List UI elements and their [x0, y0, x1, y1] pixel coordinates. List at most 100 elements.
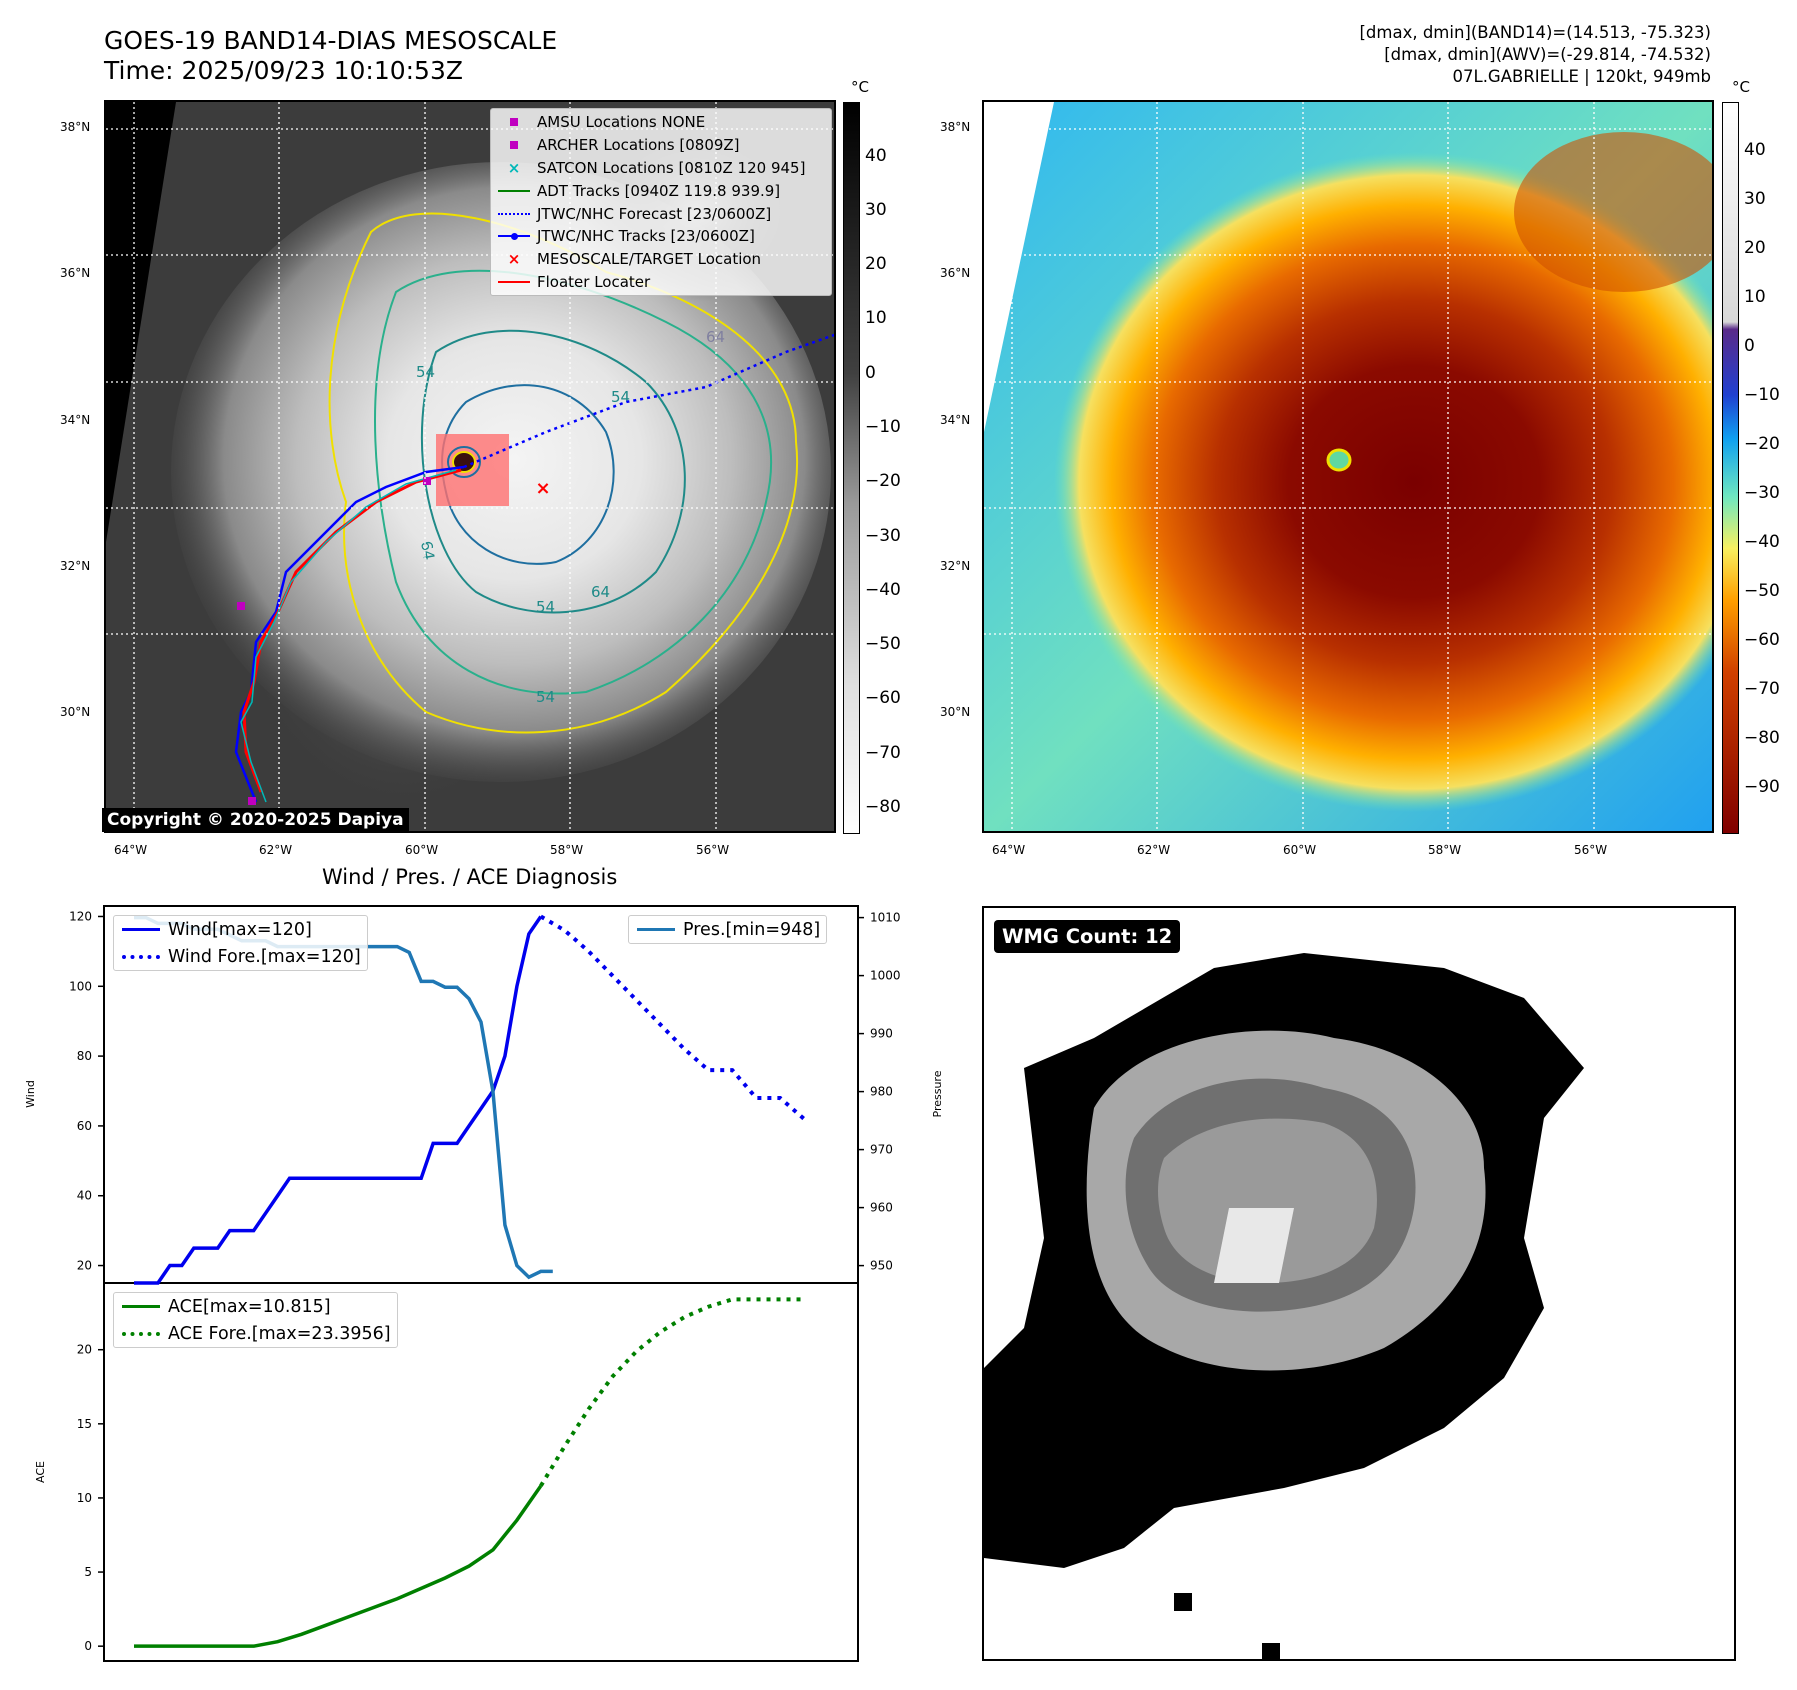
contour-label: 54	[611, 388, 630, 406]
pres-ticks: 1010 1000 990 980 970 960 950	[858, 911, 901, 1273]
axis-tick-label: 10	[77, 1491, 92, 1505]
jtwc-track	[234, 465, 465, 803]
colorbar-tick: −50	[1744, 581, 1780, 601]
storm-info: 07L.GABRIELLE | 120kt, 949mb	[1452, 67, 1712, 86]
wmg-panel	[982, 906, 1736, 1661]
ace-ticks: 20 15 10 5 0	[77, 1343, 104, 1653]
jtwc-forecast-track	[463, 333, 834, 469]
wmg-inner-mid	[1158, 1118, 1377, 1283]
archer-marker	[423, 477, 431, 485]
lon-label: 64°W	[114, 843, 148, 857]
lat-label: 38°N	[940, 120, 971, 134]
colorbar-tick: −70	[865, 743, 901, 763]
figure-title: GOES-19 BAND14-DIAS MESOSCALE	[104, 26, 558, 55]
axis-tick-label: 120	[69, 909, 92, 923]
axis-tick-label: 1000	[870, 969, 901, 983]
map-gridlines	[984, 102, 1712, 831]
mesoscale-target-marker: ×	[535, 478, 550, 499]
colorbar-tick: −20	[1744, 434, 1780, 454]
wind-forecast-series	[539, 914, 806, 1121]
legend-item: × SATCON Locations [0810Z 120 945]	[507, 158, 806, 177]
axis-tick-label: 0	[84, 1639, 92, 1653]
lon-label: 60°W	[1283, 843, 1317, 857]
lon-label: 60°W	[405, 843, 439, 857]
colorbar-tick: 0	[1744, 336, 1755, 356]
wmg-pixel	[1262, 1643, 1280, 1659]
stats-band14: [dmax, dmin](BAND14)=(14.513, -75.323)	[1359, 23, 1711, 42]
colorbar-tick: 40	[865, 146, 887, 166]
legend-item: ACE[max=10.815]	[114, 1293, 397, 1320]
legend-item: Floater Locater	[491, 271, 831, 294]
axis-tick-label: 60	[77, 1119, 92, 1133]
lat-label: 32°N	[60, 559, 91, 573]
contour-label: 54	[536, 688, 555, 706]
colorbar-tick: −70	[1744, 679, 1780, 699]
archer-marker	[248, 797, 256, 805]
pressure-legend: Pres.[min=948]	[628, 915, 828, 944]
colorbar-color-unit: °C	[1732, 78, 1750, 96]
wmg-pixel	[1174, 1593, 1192, 1611]
stats-awv: [dmax, dmin](AWV)=(-29.814, -74.532)	[1384, 45, 1711, 64]
satcon-track	[240, 469, 457, 803]
axis-tick-label: 20	[77, 1259, 92, 1273]
lat-label: 36°N	[60, 266, 91, 280]
contour-green	[374, 269, 773, 695]
cold-cloud-region	[1054, 152, 1712, 812]
wmg-svg	[984, 953, 1584, 1659]
colorbar-tick: 40	[1744, 140, 1766, 160]
lon-label: 64°W	[992, 843, 1026, 857]
contour-label: 64	[417, 540, 438, 562]
eye-ring	[447, 446, 481, 478]
legend-item: × MESOSCALE/TARGET Location	[507, 250, 762, 269]
axis-tick-label: 970	[870, 1143, 893, 1157]
legend-item: Wind Fore.[max=120]	[114, 943, 367, 970]
awv-map-panel	[982, 100, 1714, 833]
axis-tick-label: 80	[77, 1049, 92, 1063]
legend-item: JTWC/NHC Forecast [23/0600Z]	[491, 202, 831, 225]
ace-axes	[103, 1282, 859, 1662]
legend-item: Wind[max=120]	[114, 916, 367, 943]
lon-label: 62°W	[1137, 843, 1171, 857]
legend-item: AMSU Locations NONE	[491, 111, 831, 134]
legend-item: ARCHER Locations [0809Z]	[491, 134, 831, 157]
axis-tick-label: 5	[84, 1565, 92, 1579]
map-legend: AMSU Locations NONE ARCHER Locations [08…	[490, 108, 832, 297]
no-data-wedge	[106, 102, 176, 542]
copyright: Copyright © 2020-2025 Dapiya	[102, 808, 409, 832]
ace-ylabel: ACE	[34, 1461, 47, 1483]
colorbar-color	[1722, 102, 1739, 834]
colorbar-tick: 10	[865, 308, 887, 328]
legend-item: ADT Tracks [0940Z 119.8 939.9]	[491, 179, 831, 202]
legend-item: ACE Fore.[max=23.3956]	[114, 1320, 397, 1347]
lat-label: 38°N	[60, 120, 91, 134]
colorbar-tick: −60	[1744, 630, 1780, 650]
colorbar-tick: 10	[1744, 287, 1766, 307]
contour-label: 54	[536, 598, 555, 616]
axis-tick-label: 950	[870, 1259, 893, 1273]
colorbar-gray	[843, 102, 860, 834]
colorbar-tick: −10	[1744, 385, 1780, 405]
colorbar-tick: −10	[865, 417, 901, 437]
wind-ylabel: Wind	[24, 1080, 37, 1108]
legend-item: JTWC/NHC Tracks [23/0600Z]	[491, 225, 831, 248]
colorbar-tick: −80	[865, 797, 901, 817]
axis-tick-label: 100	[69, 979, 92, 993]
eye	[1326, 448, 1352, 472]
colorbar-tick: −90	[1744, 777, 1780, 797]
awv-map-svg	[984, 102, 1712, 831]
wmg-eye	[1214, 1208, 1294, 1283]
colorbar-tick: −40	[865, 580, 901, 600]
colorbar-tick: 30	[1744, 189, 1766, 209]
legend-item: Pres.[min=948]	[629, 916, 826, 943]
wind-ticks: 120 100 80 60 40 20	[69, 909, 104, 1273]
axis-tick-label: 15	[77, 1417, 92, 1431]
axis-tick-label: 980	[870, 1085, 893, 1099]
lon-label: 58°W	[1428, 843, 1462, 857]
wind-legend: Wind[max=120] Wind Fore.[max=120]	[113, 915, 368, 971]
colorbar-tick: 20	[1744, 238, 1766, 258]
colorbar-tick: −20	[865, 471, 901, 491]
contour-teal	[420, 329, 686, 614]
ace-series	[134, 1484, 543, 1648]
ace-forecast-series	[539, 1297, 805, 1487]
